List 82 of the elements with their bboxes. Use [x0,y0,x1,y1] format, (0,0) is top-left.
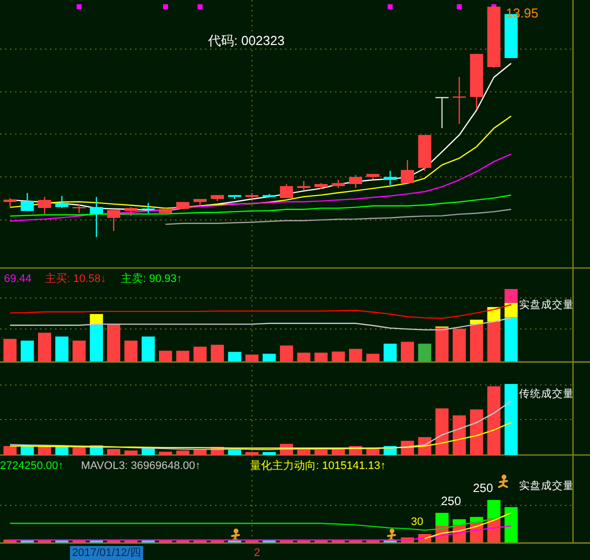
bar [3,446,17,455]
candlestick [90,196,103,238]
bar [504,384,518,455]
candlestick [55,195,68,209]
bar [366,449,380,455]
bar [245,452,258,455]
bar [332,352,345,362]
bar [210,344,224,362]
bar [435,328,449,362]
bar [418,344,432,362]
text: 实盘成交量 [519,479,574,492]
bar [124,450,138,455]
bar [262,354,276,362]
bar [297,450,310,455]
bar [504,302,518,318]
bar [72,340,86,362]
annotation: 250 [441,494,462,508]
bar [55,336,68,362]
bar [435,512,449,526]
bar [314,352,328,362]
bar [228,450,242,455]
text: 2017/01/12/四 [72,547,142,559]
bar [142,336,155,362]
bar [504,289,518,303]
candlestick [349,174,362,189]
candlestick [20,192,34,212]
bar [349,348,362,362]
bar [384,344,397,362]
text: 69.44 [4,273,32,285]
candlestick [384,170,397,186]
bar [176,450,190,455]
bar [452,415,466,455]
bar [487,500,500,518]
candlestick [38,196,52,215]
annotation: 13.95 [506,6,538,21]
bar [487,386,500,455]
bar [366,354,380,362]
bar [262,452,276,455]
bar [158,350,172,362]
bar [435,408,449,455]
bar [176,350,190,362]
bar [470,409,484,455]
candlestick [280,183,294,199]
bar [158,452,172,455]
bar [20,446,34,455]
bar [194,346,207,362]
bar [107,324,120,362]
text: 250 [473,481,494,495]
bar [90,324,103,362]
bar [470,324,484,362]
bar [297,352,310,362]
annotation: 30 [411,516,424,528]
text: 2 [254,547,260,559]
text: 主卖: 90.93↑ [121,272,182,285]
bar [504,507,518,543]
bar [452,328,466,362]
bar [228,352,242,362]
bar [20,340,34,362]
bar [245,354,258,362]
bar [38,332,52,362]
candlestick [297,180,310,191]
bar [314,450,328,455]
candlestick [107,208,120,232]
bar [194,450,207,455]
bar [280,346,294,362]
text: 量化主力动向: 1015141.13↑ [250,459,386,472]
bar [400,342,414,362]
bar [90,314,103,324]
bar [107,449,120,455]
text: 主买: 10.58↓ [45,272,106,285]
annotation: 代码: 002323 [207,33,285,48]
bar [487,322,500,362]
bar [452,519,466,525]
bar [3,338,17,362]
text: MAVOL3: 36969648.00↑ [81,460,201,472]
bar [72,448,86,455]
bar [504,317,518,362]
bar [124,340,138,362]
text: 传统成交量 [519,387,574,400]
candlestick [400,159,414,184]
annotation: 实盘成交量 [519,298,574,311]
text: 2724250.00↑ [0,460,64,472]
